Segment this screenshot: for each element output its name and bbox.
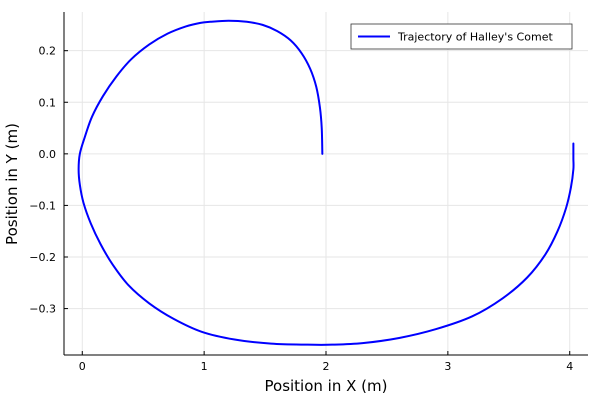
y-tick-label: 0.0 (39, 148, 57, 161)
x-ticks: 0 1 2 3 4 (79, 351, 573, 373)
x-tick-label: 1 (201, 360, 208, 373)
x-tick-label: 4 (566, 360, 573, 373)
y-ticks: −0.3 −0.2 −0.1 0.0 0.1 0.2 (29, 45, 68, 316)
y-tick-label: 0.1 (39, 96, 57, 109)
y-tick-label: −0.1 (29, 199, 56, 212)
x-tick-label: 3 (444, 360, 451, 373)
legend-label: Trajectory of Halley's Comet (397, 31, 553, 44)
y-axis-label: Position in Y (m) (3, 123, 21, 245)
legend: Trajectory of Halley's Comet (350, 23, 573, 50)
x-tick-label: 2 (323, 360, 330, 373)
series-group (77, 19, 575, 346)
x-axis-label: Position in X (m) (265, 377, 388, 395)
series-line (77, 19, 575, 346)
x-tick-label: 0 (79, 360, 86, 373)
y-tick-label: −0.2 (29, 251, 56, 264)
y-tick-label: 0.2 (39, 45, 57, 58)
y-tick-label: −0.3 (29, 303, 56, 316)
grid-lines (64, 12, 588, 355)
